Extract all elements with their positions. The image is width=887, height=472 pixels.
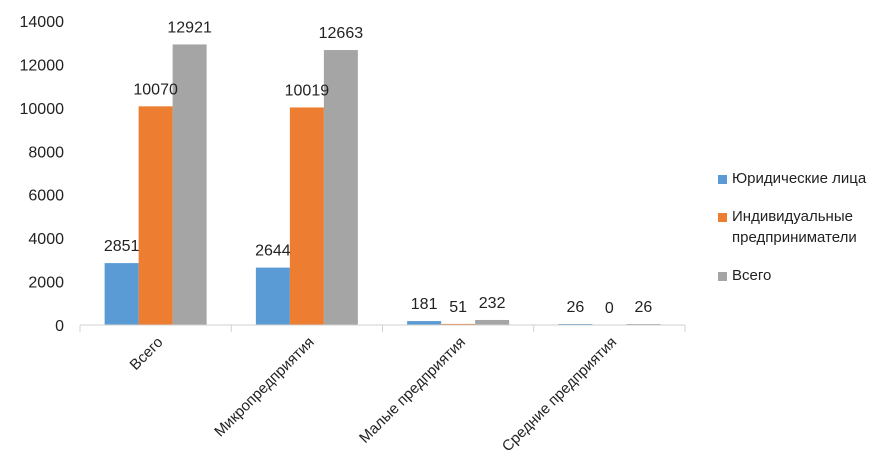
data-label: 12663 — [319, 25, 364, 42]
legend: Юридические лица Индивидуальные предприн… — [718, 168, 887, 303]
data-label: 232 — [479, 295, 506, 312]
bar — [255, 267, 290, 325]
legend-item-individual-entrepreneurs: Индивидуальные предприниматели — [718, 206, 887, 248]
data-label: 2644 — [255, 243, 291, 260]
data-label: 26 — [634, 299, 652, 316]
y-tick-label: 12000 — [20, 57, 65, 74]
y-tick-label: 6000 — [28, 188, 64, 205]
x-axis: Всего Микропредприятия Малые предприятия Ср… — [79, 324, 686, 455]
bar — [441, 323, 476, 325]
bar — [172, 44, 207, 325]
bar — [138, 106, 173, 325]
bars — [104, 44, 661, 325]
legend-swatch — [718, 213, 727, 222]
y-tick-label: 4000 — [28, 231, 64, 248]
bar — [475, 319, 510, 325]
x-tick-label: Всего — [127, 334, 167, 374]
legend-swatch — [718, 175, 727, 184]
bar — [407, 321, 442, 325]
y-tick-label: 2000 — [28, 275, 64, 292]
bar — [323, 50, 358, 325]
bar — [104, 263, 139, 325]
x-tick-label: Малые предприятия — [356, 334, 469, 447]
data-label: 2851 — [104, 238, 140, 255]
y-tick-label: 0 — [55, 318, 64, 335]
legend-label: Индивидуальные предприниматели — [732, 208, 857, 246]
legend-item-legal-entities: Юридические лица — [718, 168, 887, 189]
data-label: 181 — [411, 296, 438, 313]
y-tick-label: 8000 — [28, 144, 64, 161]
data-labels: 2851 10070 12921 2644 10019 12663 181 51 232 26 0 2… — [104, 19, 653, 317]
data-label: 26 — [566, 299, 584, 316]
data-label: 12921 — [167, 19, 212, 36]
legend-swatch — [718, 272, 727, 281]
y-tick-label: 10000 — [20, 101, 65, 118]
y-axis: 0 2000 4000 6000 8000 10000 12000 14000 — [20, 14, 65, 335]
bar — [289, 107, 324, 325]
data-label: 10070 — [133, 81, 178, 98]
legend-label: Всего — [732, 267, 772, 284]
data-label: 10019 — [285, 82, 330, 99]
data-label: 51 — [449, 299, 467, 316]
legend-item-total: Всего — [718, 265, 887, 286]
data-label: 0 — [605, 300, 614, 317]
x-tick-label: Средние предприятия — [499, 334, 620, 455]
y-tick-label: 14000 — [20, 14, 65, 31]
x-tick-label: Микропредприятия — [211, 334, 318, 441]
legend-label: Юридические лица — [732, 170, 867, 187]
